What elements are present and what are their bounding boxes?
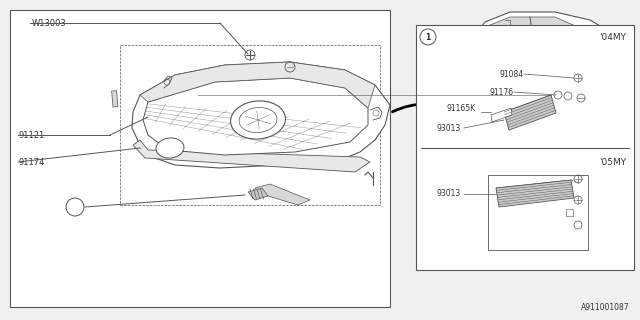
Bar (566, 209, 573, 216)
Ellipse shape (156, 138, 184, 158)
Text: 1: 1 (72, 203, 77, 212)
Polygon shape (132, 62, 390, 168)
Text: '05MY: '05MY (599, 157, 626, 166)
Text: 91121: 91121 (18, 131, 44, 140)
Polygon shape (143, 78, 368, 155)
Circle shape (564, 92, 572, 100)
Circle shape (464, 97, 480, 113)
Polygon shape (248, 188, 268, 200)
Polygon shape (491, 108, 512, 122)
Polygon shape (504, 95, 556, 130)
Polygon shape (255, 184, 310, 205)
Bar (10, 10, 390, 307)
Circle shape (420, 29, 436, 45)
Polygon shape (133, 140, 370, 172)
Text: W13003: W13003 (32, 19, 67, 28)
Text: A911001087: A911001087 (581, 303, 630, 312)
Bar (111, 91, 118, 107)
Text: 93013: 93013 (436, 124, 460, 132)
Text: 1: 1 (426, 33, 431, 42)
Circle shape (574, 89, 606, 121)
Bar (120, 45, 380, 205)
Text: '04MY: '04MY (599, 33, 626, 42)
Text: 91084: 91084 (500, 69, 524, 78)
Text: 91174: 91174 (18, 157, 44, 166)
Circle shape (581, 96, 599, 114)
Polygon shape (140, 62, 375, 108)
Circle shape (66, 198, 84, 216)
Text: 91176: 91176 (490, 87, 514, 97)
Polygon shape (445, 85, 460, 98)
Circle shape (568, 76, 612, 120)
Polygon shape (445, 12, 628, 110)
Bar (488, 175, 588, 250)
Circle shape (452, 78, 492, 118)
Text: 91165K: 91165K (446, 103, 475, 113)
Text: 93013: 93013 (436, 189, 460, 198)
Polygon shape (496, 180, 574, 207)
Ellipse shape (230, 101, 285, 139)
Polygon shape (475, 17, 590, 55)
Circle shape (554, 91, 562, 99)
Bar (416, 25, 634, 270)
Circle shape (458, 91, 486, 119)
